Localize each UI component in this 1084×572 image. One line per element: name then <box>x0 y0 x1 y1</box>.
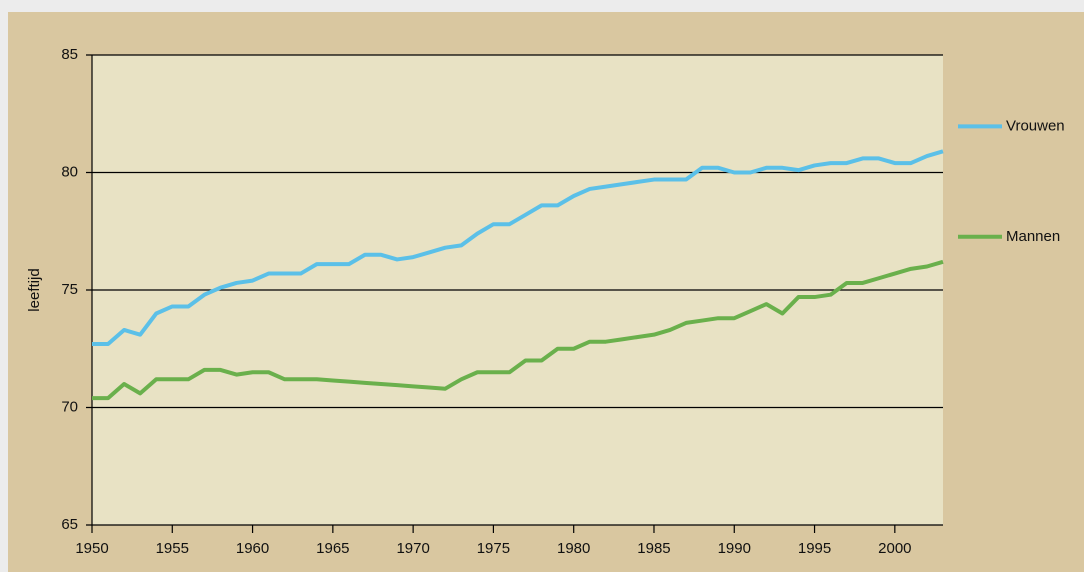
legend-label: Mannen <box>1006 228 1060 245</box>
x-tick-label: 2000 <box>878 540 911 557</box>
x-tick-label: 1980 <box>557 540 590 557</box>
x-tick-label: 1995 <box>798 540 831 557</box>
x-tick-label: 1960 <box>236 540 269 557</box>
y-tick-label: 80 <box>61 163 78 180</box>
y-tick-label: 85 <box>61 46 78 63</box>
y-axis-label: leeftijd <box>26 268 43 311</box>
y-tick-label: 70 <box>61 398 78 415</box>
legend-label: Vrouwen <box>1006 117 1065 134</box>
x-tick-label: 1950 <box>75 540 108 557</box>
x-tick-label: 1955 <box>156 540 189 557</box>
x-tick-label: 1985 <box>637 540 670 557</box>
x-tick-label: 1970 <box>396 540 429 557</box>
series-line <box>92 149 944 347</box>
y-tick-label: 75 <box>61 281 78 298</box>
x-tick-label: 1965 <box>316 540 349 557</box>
y-tick-label: 65 <box>61 516 78 533</box>
x-tick-label: 1990 <box>718 540 751 557</box>
series-line <box>92 259 944 401</box>
x-tick-label: 1975 <box>477 540 510 557</box>
